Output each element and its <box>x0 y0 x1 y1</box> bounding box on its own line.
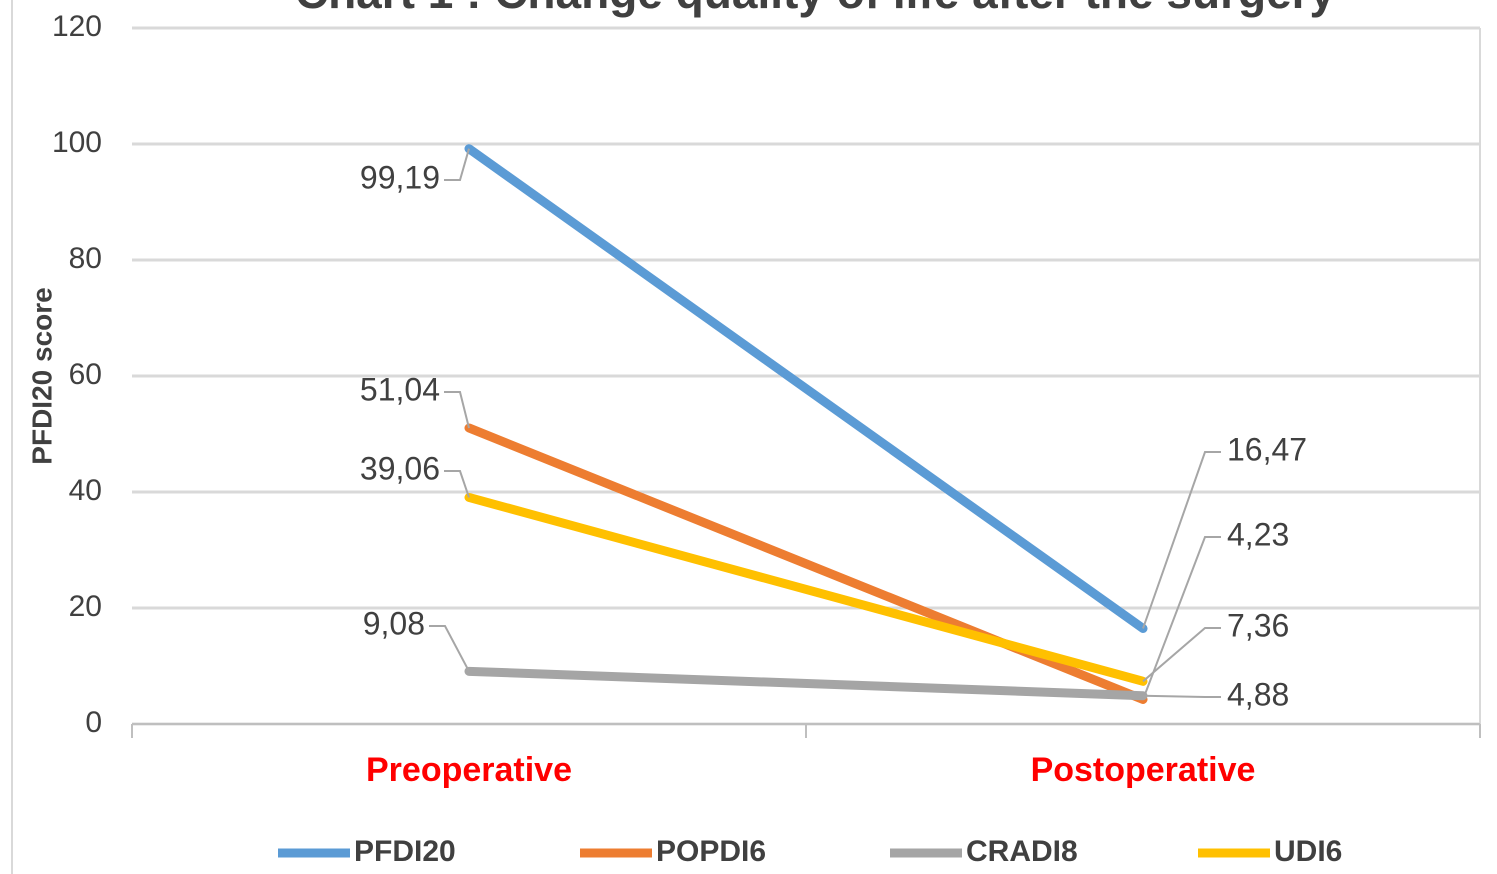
data-label: 4,23 <box>1227 516 1289 552</box>
leader-line <box>1142 536 1221 700</box>
y-tick-label: 100 <box>52 126 102 159</box>
leader-line <box>444 148 470 181</box>
y-tick-label: 120 <box>52 10 102 43</box>
data-label: 39,06 <box>360 450 440 486</box>
leader-line <box>444 470 470 498</box>
x-tick-label: Preoperative <box>366 751 572 789</box>
data-label: 99,19 <box>360 159 440 195</box>
series-line <box>464 492 1148 686</box>
y-tick-label: 20 <box>69 590 102 623</box>
leader-line <box>1142 627 1221 683</box>
data-label: 16,47 <box>1227 431 1307 467</box>
leader-line <box>1142 694 1221 698</box>
legend-label: CRADI8 <box>966 835 1078 868</box>
leader-line <box>429 625 470 672</box>
legend-label: UDI6 <box>1274 835 1342 868</box>
chart-title: Chart 1 : Change quality of life after t… <box>295 0 1336 18</box>
y-tick-label: 60 <box>69 358 102 391</box>
series-line <box>464 423 1148 704</box>
leader-line <box>1142 451 1221 629</box>
y-tick-label: 40 <box>69 474 102 507</box>
data-label: 4,88 <box>1227 676 1289 712</box>
legend-label: POPDI6 <box>656 835 766 868</box>
legend-label: PFDI20 <box>354 835 456 868</box>
leader-line <box>444 391 470 429</box>
x-tick-label: Postoperative <box>1031 751 1256 789</box>
series-line <box>464 666 1148 701</box>
data-label: 51,04 <box>360 371 440 407</box>
data-label: 7,36 <box>1227 607 1289 643</box>
series-line <box>464 144 1148 633</box>
y-tick-label: 80 <box>69 242 102 275</box>
y-tick-label: 0 <box>85 706 102 739</box>
data-label: 9,08 <box>363 605 425 641</box>
y-axis-label: PFDI20 score <box>26 287 57 464</box>
